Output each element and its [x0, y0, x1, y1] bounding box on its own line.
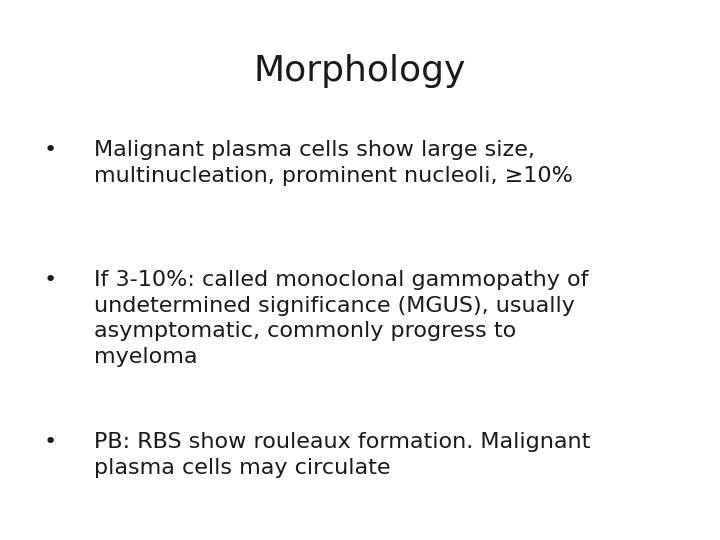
Text: •: • [43, 432, 56, 452]
Text: •: • [43, 270, 56, 290]
Text: PB: RBS show rouleaux formation. Malignant
plasma cells may circulate: PB: RBS show rouleaux formation. Maligna… [94, 432, 590, 477]
Text: •: • [43, 140, 56, 160]
Text: Morphology: Morphology [254, 54, 466, 88]
Text: Malignant plasma cells show large size,
multinucleation, prominent nucleoli, ≥10: Malignant plasma cells show large size, … [94, 140, 572, 186]
Text: If 3-10%: called monoclonal gammopathy of
undetermined significance (MGUS), usua: If 3-10%: called monoclonal gammopathy o… [94, 270, 588, 367]
